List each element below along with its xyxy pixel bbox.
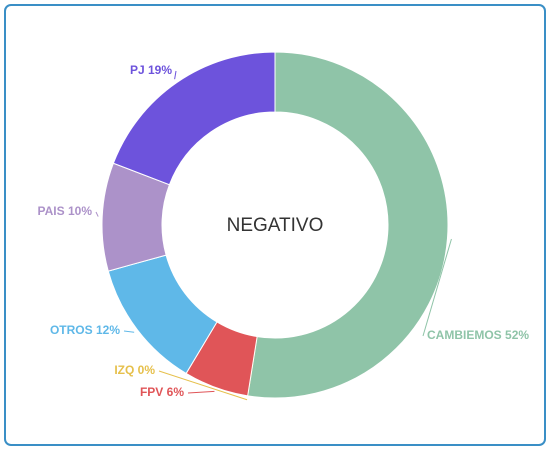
donut-slice [112,51,276,186]
slice-name: CAMBIEMOS [427,328,502,342]
frame [4,4,546,446]
leader-line [123,330,135,333]
slice-label: OTROS 12% [50,323,120,337]
slice-name: PAIS [38,204,65,218]
leader-line [187,390,215,394]
slice-value: 52% [505,328,529,342]
slice-name: OTROS [50,323,93,337]
slice-label: FPV 6% [140,385,184,399]
slice-name: PJ [130,63,145,77]
slice-label: CAMBIEMOS 52% [427,328,529,342]
leader-line [95,211,99,217]
slice-label: PAIS 10% [38,204,93,218]
leader-line [174,70,177,80]
slice-value: 19% [148,63,172,77]
leader-line [422,238,452,337]
slice-label: IZQ 0% [114,363,155,377]
slice-value: 12% [96,323,120,337]
slice-value: 6% [167,385,185,399]
donut-slice [247,51,449,399]
slice-value: 0% [138,363,156,377]
leader-line [158,370,248,401]
slice-value: 10% [68,204,92,218]
slice-label: PJ 19% [130,63,172,77]
slice-name: FPV [140,385,163,399]
slice-name: IZQ [114,363,134,377]
chart-title: NEGATIVO [227,215,324,236]
